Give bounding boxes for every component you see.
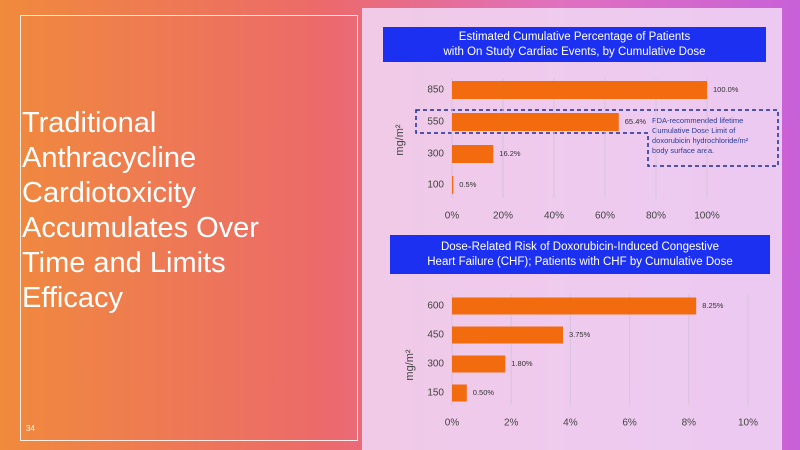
y-tick-label: 300 (427, 359, 444, 370)
value-label: 1.80% (511, 359, 533, 368)
y-tick-label: 100 (427, 180, 444, 191)
bar (452, 384, 467, 402)
value-label: 8.25% (702, 301, 724, 310)
y-axis-label: mg/m² (404, 349, 416, 381)
x-tick-label: 40% (544, 211, 564, 222)
chart-title: Estimated Cumulative Percentage of Patie… (383, 27, 766, 62)
x-tick-label: 10% (738, 418, 758, 429)
bar (452, 355, 506, 373)
bar (452, 176, 454, 194)
x-tick-label: 100% (694, 211, 720, 222)
x-tick-label: 0% (445, 211, 460, 222)
y-tick-label: 850 (427, 85, 444, 96)
dose-limit-box (415, 109, 779, 167)
chart-title: Dose-Related Risk of Doxorubicin-Induced… (390, 235, 770, 274)
x-tick-label: 8% (682, 418, 697, 429)
x-tick-label: 60% (595, 211, 615, 222)
page-number: 34 (26, 424, 35, 433)
y-tick-label: 300 (427, 149, 444, 160)
value-label: 3.75% (569, 330, 591, 339)
x-tick-label: 80% (646, 211, 666, 222)
y-tick-label: 450 (427, 330, 444, 341)
value-label: 0.50% (473, 388, 495, 397)
title-frame (20, 15, 358, 441)
value-label: 65.4% (625, 117, 647, 126)
slide-title: Traditional Anthracycline Cardiotoxicity… (22, 107, 259, 314)
bar (452, 326, 563, 344)
value-label: 16.2% (499, 149, 521, 158)
y-tick-label: 600 (427, 301, 444, 312)
bar (452, 113, 619, 131)
x-tick-label: 6% (622, 418, 637, 429)
value-label: 0.5% (459, 180, 476, 189)
value-label: 100.0% (713, 85, 739, 94)
bar (452, 297, 697, 315)
y-tick-label: 150 (427, 388, 444, 399)
x-tick-label: 2% (504, 418, 519, 429)
y-axis-label: mg/m² (394, 124, 406, 156)
bar (452, 145, 494, 163)
annotation: FDA-recommended lifetime Cumulative Dose… (652, 116, 749, 155)
x-tick-label: 20% (493, 211, 513, 222)
y-tick-label: 550 (427, 117, 444, 128)
x-tick-label: 4% (563, 418, 578, 429)
bar (452, 81, 707, 99)
x-tick-label: 0% (445, 418, 460, 429)
